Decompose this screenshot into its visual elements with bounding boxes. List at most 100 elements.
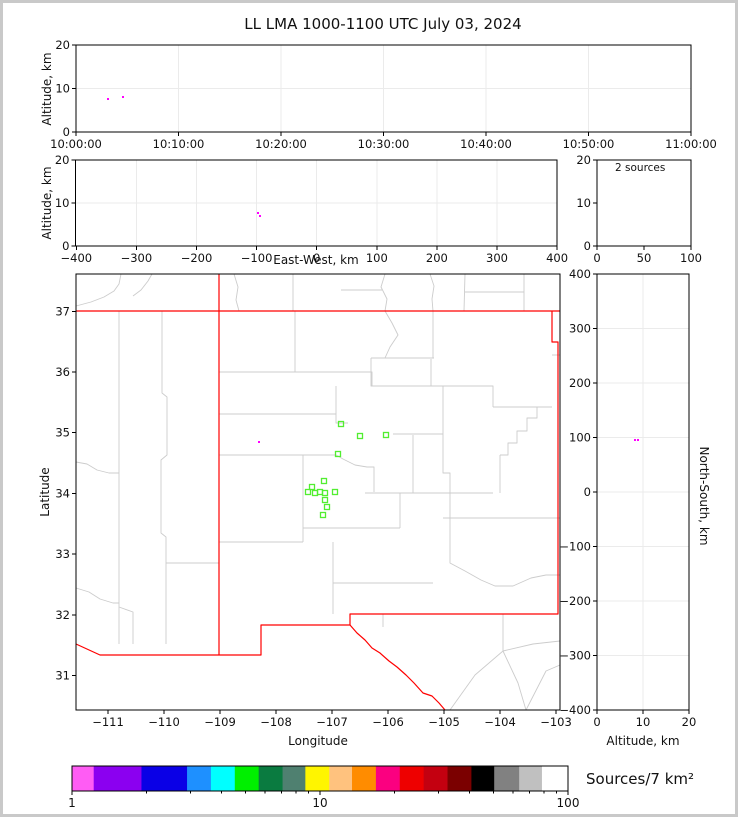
source-point [122, 96, 124, 98]
ew-panel-ylabel: Altitude, km [40, 166, 54, 239]
x-tick-label: 20 [682, 715, 697, 729]
lma-station-marker [356, 432, 364, 440]
colorbar-segment [447, 766, 472, 791]
county-line [132, 273, 153, 297]
x-tick-label: 400 [546, 251, 568, 265]
x-tick-label: −106 [372, 715, 404, 729]
county-line [429, 273, 435, 312]
x-tick-label: 10:00:00 [50, 137, 102, 151]
x-tick-label: −100 [241, 251, 273, 265]
plot-dynamic-layer: 10:00:00 10:10:00 10:20:00 10:30:00 10:40:00… [50, 38, 717, 810]
ew-panel-xlabel: East-West, km [273, 253, 359, 267]
y-tick-label: 10 [55, 82, 70, 96]
x-tick-label: 300 [486, 251, 508, 265]
lma-station-marker [320, 477, 328, 485]
y-tick-label: 20 [55, 153, 70, 167]
lma-station-marker [316, 488, 324, 496]
x-tick-label: 10:10:00 [153, 137, 205, 151]
colorbar-segment [141, 766, 188, 791]
county-line [75, 461, 119, 474]
y-tick-label: −100 [559, 540, 591, 554]
y-tick-label: 10 [576, 196, 591, 210]
source-point [259, 215, 261, 217]
x-tick-label: 10:40:00 [460, 137, 512, 151]
y-tick-label: −300 [559, 649, 591, 663]
x-tick-label: 0 [593, 251, 600, 265]
lma-station-marker [331, 488, 339, 496]
lma-station-marker [323, 503, 331, 511]
colorbar-segment [329, 766, 353, 791]
x-tick-label: −104 [484, 715, 516, 729]
county-line [380, 273, 388, 312]
colorbar-segment [72, 766, 95, 791]
colorbar-segment [471, 766, 495, 791]
y-tick-label: 37 [55, 304, 70, 318]
lma-station-marker [382, 431, 390, 439]
y-tick-label: 36 [55, 365, 70, 379]
colorbar-label: Sources/7 km² [586, 770, 694, 788]
colorbar-tick-label: 1 [68, 796, 76, 810]
county-line [219, 454, 375, 492]
county-line [463, 273, 466, 312]
y-tick-label: 100 [569, 431, 591, 445]
county-line [449, 518, 560, 587]
x-tick-label: −107 [316, 715, 348, 729]
lma-station-marker [308, 483, 316, 491]
x-tick-label: 10 [636, 715, 651, 729]
ns-panel-xlabel: Altitude, km [606, 734, 679, 748]
source-point [257, 212, 259, 214]
x-tick-label: −300 [121, 251, 153, 265]
y-tick-label: 300 [569, 322, 591, 336]
x-tick-label: 10:20:00 [255, 137, 307, 151]
county-line [75, 273, 122, 307]
county-line [75, 587, 119, 604]
lma-station-marker [321, 489, 329, 497]
y-tick-label: 10 [55, 196, 70, 210]
colorbar-segment [258, 766, 284, 791]
colorbar-segment [210, 766, 236, 791]
x-tick-label: −400 [61, 251, 93, 265]
county-line [525, 664, 561, 711]
colorbar-segment [93, 766, 142, 791]
time-panel-ylabel: Altitude, km [40, 52, 54, 125]
county-line [233, 273, 240, 312]
colorbar-tick-label: 100 [557, 796, 580, 810]
colorbar-segment [399, 766, 425, 791]
county-line [370, 358, 432, 387]
x-tick-label: 10:50:00 [563, 137, 615, 151]
county-line [295, 371, 373, 386]
county-line [219, 413, 348, 424]
state-border [75, 624, 350, 656]
y-tick-label: 0 [62, 239, 69, 253]
x-tick-label: −110 [148, 715, 180, 729]
county-line [500, 407, 538, 456]
map-ylabel: Latitude [38, 467, 52, 516]
colorbar-segment [305, 766, 330, 791]
colorbar-segment [375, 766, 401, 791]
lma-station-marker [337, 420, 345, 428]
y-tick-label: 33 [55, 547, 70, 561]
colorbar-segment [282, 766, 306, 791]
y-tick-label: 32 [55, 608, 70, 622]
figure-canvas: LL LMA 1000-1100 UTC July 03, 2024 Altit… [38, 15, 717, 810]
y-tick-label: 200 [569, 376, 591, 390]
county-line [160, 311, 168, 644]
page-title: LL LMA 1000-1100 UTC July 03, 2024 [244, 15, 521, 33]
county-line [118, 606, 134, 644]
y-tick-label: 0 [584, 485, 591, 499]
x-tick-label: 50 [637, 251, 652, 265]
colorbar-segment [187, 766, 212, 791]
y-tick-label: −400 [559, 703, 591, 717]
y-tick-label: 400 [569, 267, 591, 281]
lma-station-marker [304, 488, 312, 496]
y-tick-label: 0 [63, 125, 70, 139]
lma-station-marker [319, 511, 327, 519]
x-tick-label: 0 [593, 715, 600, 729]
x-tick-label: −103 [540, 715, 572, 729]
colorbar-segment [234, 766, 260, 791]
source-point [637, 439, 639, 441]
source-point [634, 439, 636, 441]
colorbar-segment [541, 766, 569, 791]
map-panel [75, 273, 561, 711]
